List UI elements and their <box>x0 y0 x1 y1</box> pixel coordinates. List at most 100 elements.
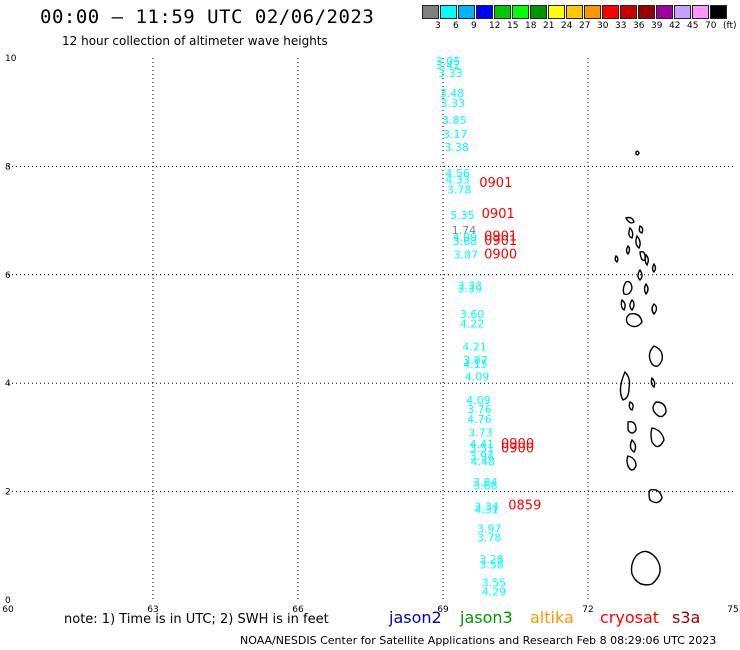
wave-height-value: 3.58 <box>479 559 504 572</box>
x-tick-label: 66 <box>292 605 304 615</box>
color-swatch <box>602 5 619 19</box>
color-scale-labels: 3 6 9 12 15 18 21 24 27 30 33 36 39 42 45 70 (ft) <box>422 21 740 33</box>
color-scale-label: 36 <box>633 21 645 31</box>
island <box>637 268 649 296</box>
satellite-legend-s3a: s3a <box>672 608 701 627</box>
wave-height-value: 1.74 <box>452 224 477 237</box>
island <box>650 376 667 418</box>
color-scale-label: 33 <box>615 21 627 31</box>
color-scale-label: 45 <box>687 21 699 31</box>
color-scale-label: 42 <box>669 21 681 31</box>
grid-lines <box>8 58 733 600</box>
wave-height-value: 3.39 <box>458 283 483 296</box>
wave-height-value: 4.56 <box>445 167 470 180</box>
wave-height-value: 4.09 <box>453 231 478 244</box>
color-scale-bar <box>422 5 728 19</box>
pass-time-label: 0900 <box>484 248 517 263</box>
wave-height-value: 4.21 <box>462 341 487 354</box>
pass-time-label: 0901 <box>484 230 517 245</box>
wave-height-value: 4.48 <box>471 456 496 469</box>
island <box>624 216 641 250</box>
y-tick-label: 10 <box>5 54 17 64</box>
island <box>619 370 634 411</box>
axis-tick-labels: 60 63 66 69 72 75 0 2 4 6 8 10 <box>2 54 738 615</box>
island <box>626 427 665 471</box>
color-scale-label: (ft) <box>723 21 737 31</box>
wave-height-value: 3.84 <box>473 476 498 489</box>
color-scale-label: 6 <box>453 21 459 31</box>
color-swatch <box>674 5 691 19</box>
wave-height-value: 3.87 <box>463 354 488 367</box>
y-tick-label: 8 <box>5 162 11 172</box>
wave-height-value: 4.15 <box>463 358 488 371</box>
wave-height-value: 3.42 <box>436 59 461 72</box>
color-scale-label: 27 <box>579 21 591 31</box>
color-swatch <box>710 5 727 19</box>
wave-height-value: 3.17 <box>443 128 468 141</box>
wave-height-value: 3.68 <box>453 235 478 248</box>
color-scale-label: 21 <box>543 21 555 31</box>
footer-note: note: 1) Time is in UTC; 2) SWH is in fe… <box>64 612 329 627</box>
map-title: 00:00 – 11:59 UTC 02/06/2023 <box>40 6 375 28</box>
y-tick-label: 0 <box>5 596 11 606</box>
wave-height-value: 3.60 <box>460 308 485 321</box>
satellite-legend-altika: altika <box>530 608 574 627</box>
wave-height-value: 4.09 <box>466 394 491 407</box>
maldives-coastline <box>614 150 667 586</box>
wave-height-value: 3.78 <box>477 531 502 544</box>
color-scale-label: 12 <box>489 21 501 31</box>
wave-height-value: 3.94 <box>470 450 495 463</box>
y-tick-label: 4 <box>5 379 11 389</box>
wave-height-value: 3.38 <box>444 141 469 154</box>
color-scale-label: 30 <box>597 21 609 31</box>
color-swatch <box>530 5 547 19</box>
satellite-legend-jason2: jason2 <box>389 608 442 627</box>
x-tick-label: 60 <box>2 605 14 615</box>
color-swatch <box>422 5 439 19</box>
color-swatch <box>476 5 493 19</box>
wave-height-value: 4.76 <box>467 413 492 426</box>
wave-height-value: 4.31 <box>474 503 499 516</box>
color-swatch <box>494 5 511 19</box>
wave-height-value: 4.29 <box>482 586 507 599</box>
color-swatch <box>566 5 583 19</box>
satellite-legend-jason3: jason3 <box>460 608 513 627</box>
wave-height-value: 3.87 <box>454 249 479 262</box>
pass-time-label: 0901 <box>482 207 515 222</box>
color-swatch <box>656 5 673 19</box>
color-swatch <box>638 5 655 19</box>
island <box>635 150 640 156</box>
color-swatch <box>548 5 565 19</box>
pass-time-label: 0900 <box>501 442 534 457</box>
wave-height-value: 3.33 <box>458 279 483 292</box>
wave-height-value: 5.35 <box>450 209 475 222</box>
color-scale-label: 15 <box>507 21 519 31</box>
color-swatch <box>458 5 475 19</box>
color-swatch <box>620 5 637 19</box>
footer-credit: NOAA/NESDIS Center for Satellite Applica… <box>240 634 717 647</box>
wave-height-value: 3.66 <box>473 479 498 492</box>
wave-height-value: 3.34 <box>474 501 499 514</box>
pass-time-label: 0901 <box>479 176 512 191</box>
wave-height-value: 4.09 <box>465 370 490 383</box>
pass-time-label: 0900 <box>501 437 534 452</box>
map-subtitle: 12 hour collection of altimeter wave hei… <box>62 34 328 48</box>
island <box>614 244 631 264</box>
wave-height-value: 3.55 <box>482 576 507 589</box>
color-swatch <box>512 5 529 19</box>
color-swatch <box>584 5 601 19</box>
altimeter-readings: 3.053.423.333.483.333.853.173.384.564.33… <box>436 55 506 599</box>
island <box>622 280 635 312</box>
island <box>627 420 637 453</box>
color-scale-label: 70 <box>705 21 717 31</box>
wave-height-value: 3.85 <box>442 114 467 127</box>
color-scale-label: 18 <box>525 21 537 31</box>
wave-height-value: 3.05 <box>436 55 461 68</box>
wave-height-value: 3.33 <box>441 97 466 110</box>
x-tick-label: 75 <box>727 605 738 615</box>
wave-height-value: 3.51 <box>470 442 495 455</box>
wave-height-value: 3.28 <box>479 553 504 566</box>
y-tick-label: 2 <box>5 488 11 498</box>
